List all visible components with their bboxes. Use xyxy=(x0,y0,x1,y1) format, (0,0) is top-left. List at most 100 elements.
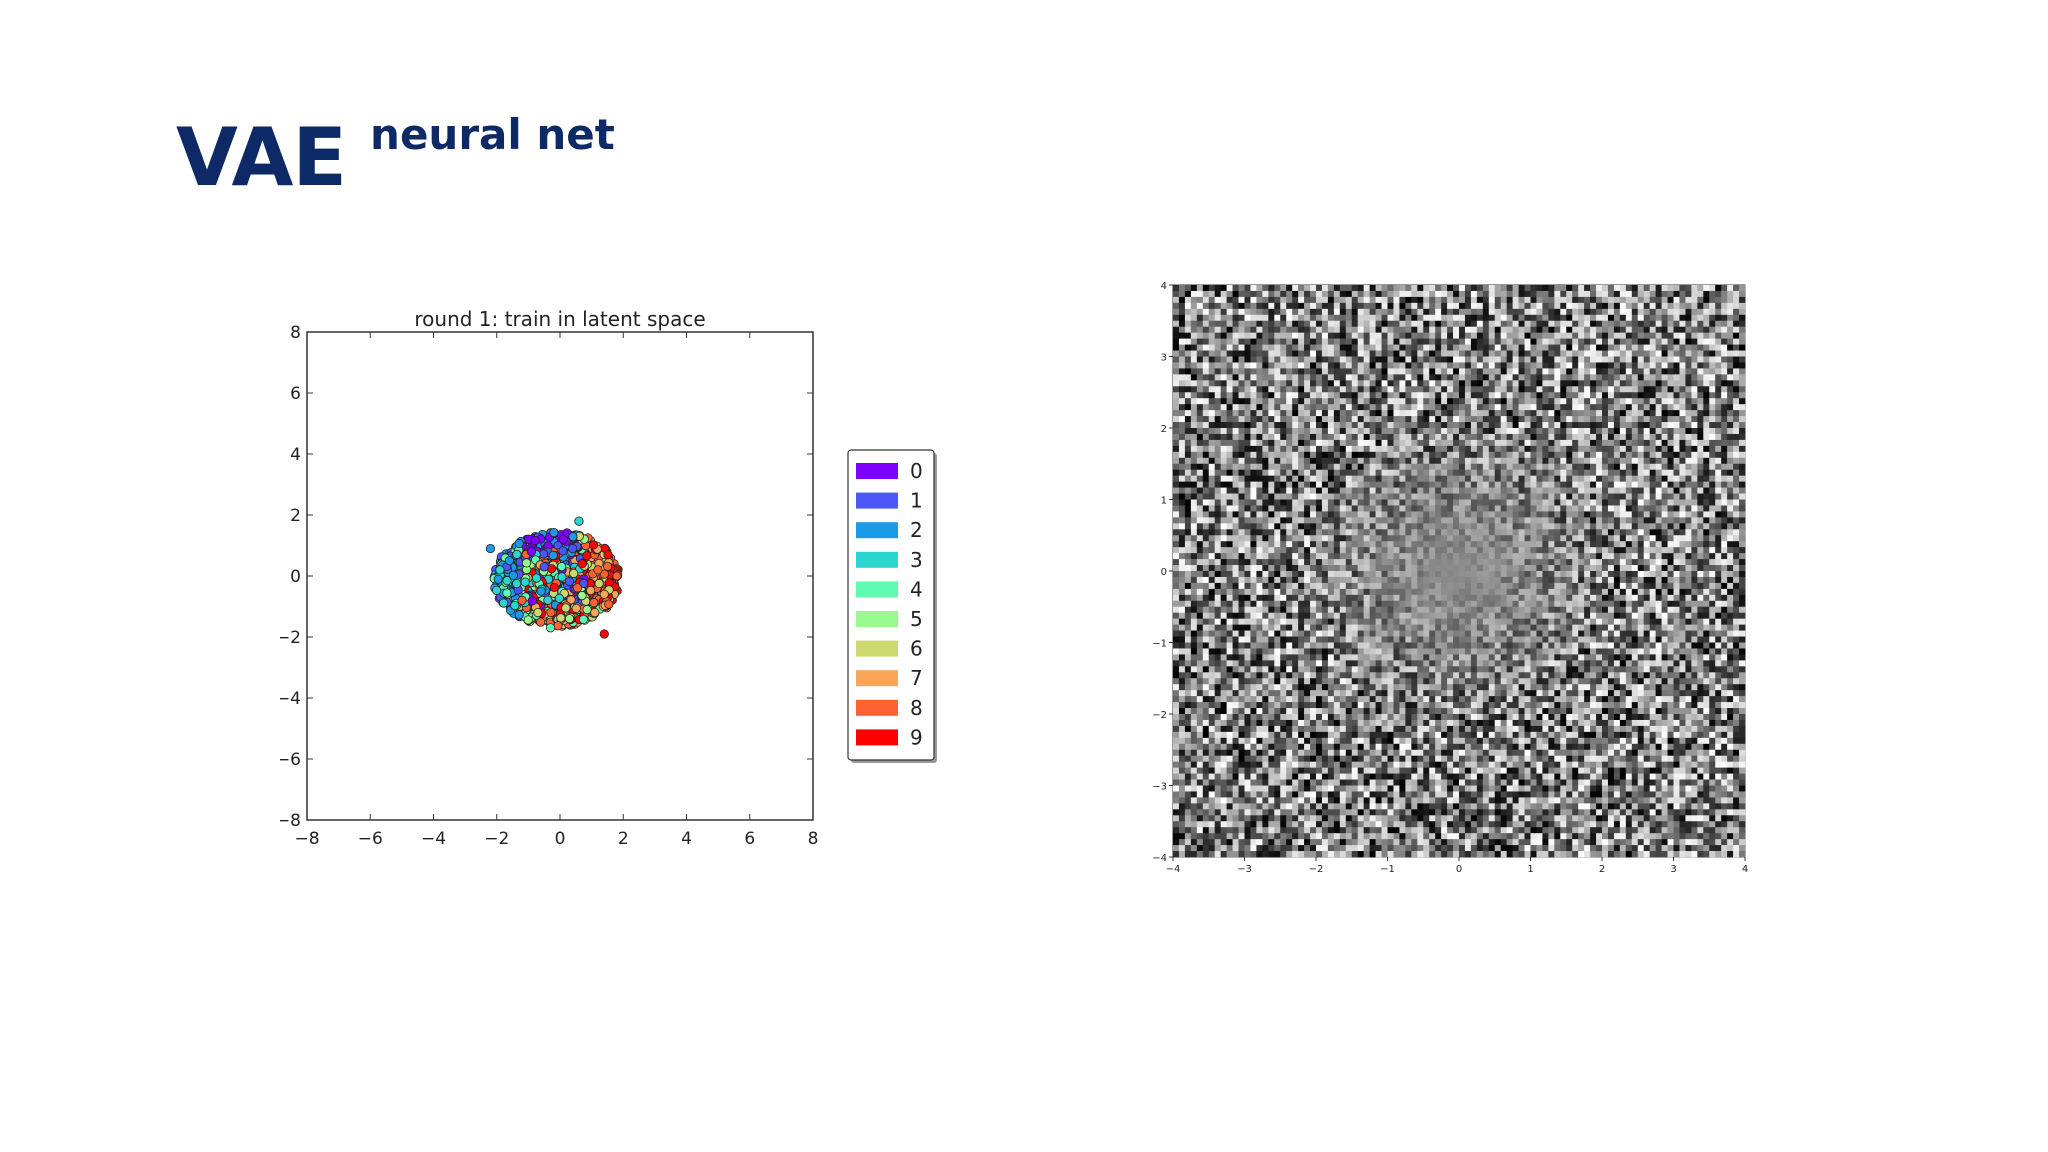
grid-cell xyxy=(1411,439,1418,447)
grid-cell xyxy=(1512,302,1519,310)
grid-cell xyxy=(1506,523,1513,530)
grid-cell xyxy=(1173,404,1180,411)
grid-cell xyxy=(1262,428,1269,435)
grid-cell xyxy=(1256,511,1263,518)
grid-cell xyxy=(1464,285,1472,292)
grid-cell xyxy=(1262,302,1269,310)
grid-cell xyxy=(1631,410,1639,417)
grid-cell xyxy=(1667,493,1674,500)
grid-cell xyxy=(1417,332,1424,339)
grid-cell xyxy=(1459,368,1466,375)
grid-cell xyxy=(1488,362,1496,369)
grid-cell xyxy=(1363,296,1370,304)
grid-cell xyxy=(1262,422,1269,429)
grid-cell xyxy=(1679,392,1686,399)
grid-cell xyxy=(1476,481,1484,488)
y-tick-label: 0 xyxy=(290,567,301,587)
grid-cell xyxy=(1310,386,1317,393)
grid-cell xyxy=(1721,451,1728,459)
grid-cell xyxy=(1268,368,1275,375)
grid-cell xyxy=(1596,350,1603,357)
grid-cell xyxy=(1482,475,1490,482)
grid-cell xyxy=(1256,392,1263,399)
grid-cell xyxy=(1327,362,1335,369)
grid-cell xyxy=(1327,368,1335,375)
grid-cell xyxy=(1435,398,1442,405)
grid-cell xyxy=(1530,308,1537,316)
grid-cell xyxy=(1488,439,1496,447)
scatter-point xyxy=(558,546,568,556)
grid-cell xyxy=(1649,428,1656,435)
grid-cell xyxy=(1572,386,1579,393)
grid-cell xyxy=(1554,398,1561,405)
grid-cell xyxy=(1613,428,1621,435)
grid-cell xyxy=(1327,505,1335,512)
scatter-point xyxy=(508,570,518,580)
grid-cell xyxy=(1464,356,1472,363)
grid-cell xyxy=(1590,302,1597,310)
grid-cell xyxy=(1715,356,1722,363)
grid-cell xyxy=(1727,308,1734,316)
grid-cell xyxy=(1447,410,1454,417)
grid-cell xyxy=(1369,499,1376,506)
grid-cell xyxy=(1173,481,1180,488)
grid-cell xyxy=(1405,451,1412,459)
grid-cell xyxy=(1512,428,1519,435)
x-tick-label: −8 xyxy=(294,829,319,849)
grid-cell xyxy=(1637,404,1645,411)
grid-cell xyxy=(1697,308,1704,316)
grid-cell xyxy=(1178,285,1186,292)
grid-cell xyxy=(1637,285,1645,292)
grid-cell xyxy=(1447,481,1454,488)
grid-cell xyxy=(1381,475,1388,482)
grid-cell xyxy=(1441,320,1448,328)
grid-cell xyxy=(1214,368,1221,375)
grid-cell xyxy=(1286,392,1293,399)
grid-cell xyxy=(1286,451,1293,459)
grid-cell xyxy=(1542,380,1549,387)
grid-cell xyxy=(1387,487,1394,494)
grid-cell xyxy=(1530,326,1537,333)
grid-cell xyxy=(1387,362,1394,369)
grid-cell xyxy=(1423,398,1430,405)
grid-cell xyxy=(1703,374,1710,381)
grid-cell xyxy=(1339,404,1347,411)
grid-cell xyxy=(1184,517,1192,524)
grid-cell xyxy=(1357,481,1364,488)
grid-cell xyxy=(1411,344,1418,351)
grid-cell xyxy=(1733,487,1740,494)
grid-cell xyxy=(1286,314,1293,322)
grid-cell xyxy=(1655,517,1662,524)
grid-cell xyxy=(1500,499,1507,506)
grid-cell xyxy=(1578,451,1585,459)
grid-cell xyxy=(1482,451,1490,459)
grid-cell xyxy=(1554,422,1561,429)
grid-cell xyxy=(1214,523,1221,530)
grid-cell xyxy=(1333,296,1341,304)
grid-cell xyxy=(1405,398,1412,405)
grid-cell xyxy=(1453,445,1460,453)
grid-cell xyxy=(1524,362,1531,369)
grid-cell xyxy=(1411,374,1418,381)
grid-cell xyxy=(1542,445,1549,453)
grid-cell xyxy=(1536,422,1543,429)
grid-cell xyxy=(1381,296,1388,304)
scatter-point xyxy=(568,543,578,554)
grid-cell xyxy=(1220,314,1227,322)
grid-cell xyxy=(1357,380,1364,387)
grid-cell xyxy=(1721,308,1728,316)
grid-cell xyxy=(1357,499,1364,506)
grid-cell xyxy=(1560,523,1567,530)
grid-cell xyxy=(1190,499,1198,506)
grid-cell xyxy=(1637,392,1645,399)
grid-cell xyxy=(1566,374,1573,381)
grid-cell xyxy=(1238,320,1245,328)
grid-cell xyxy=(1196,392,1204,399)
grid-cell xyxy=(1512,314,1519,322)
grid-cell xyxy=(1173,338,1180,345)
grid-cell xyxy=(1721,386,1728,393)
grid-cell xyxy=(1607,338,1615,345)
grid-cell xyxy=(1697,380,1704,387)
grid-cell xyxy=(1637,523,1645,530)
grid-cell xyxy=(1566,422,1573,429)
